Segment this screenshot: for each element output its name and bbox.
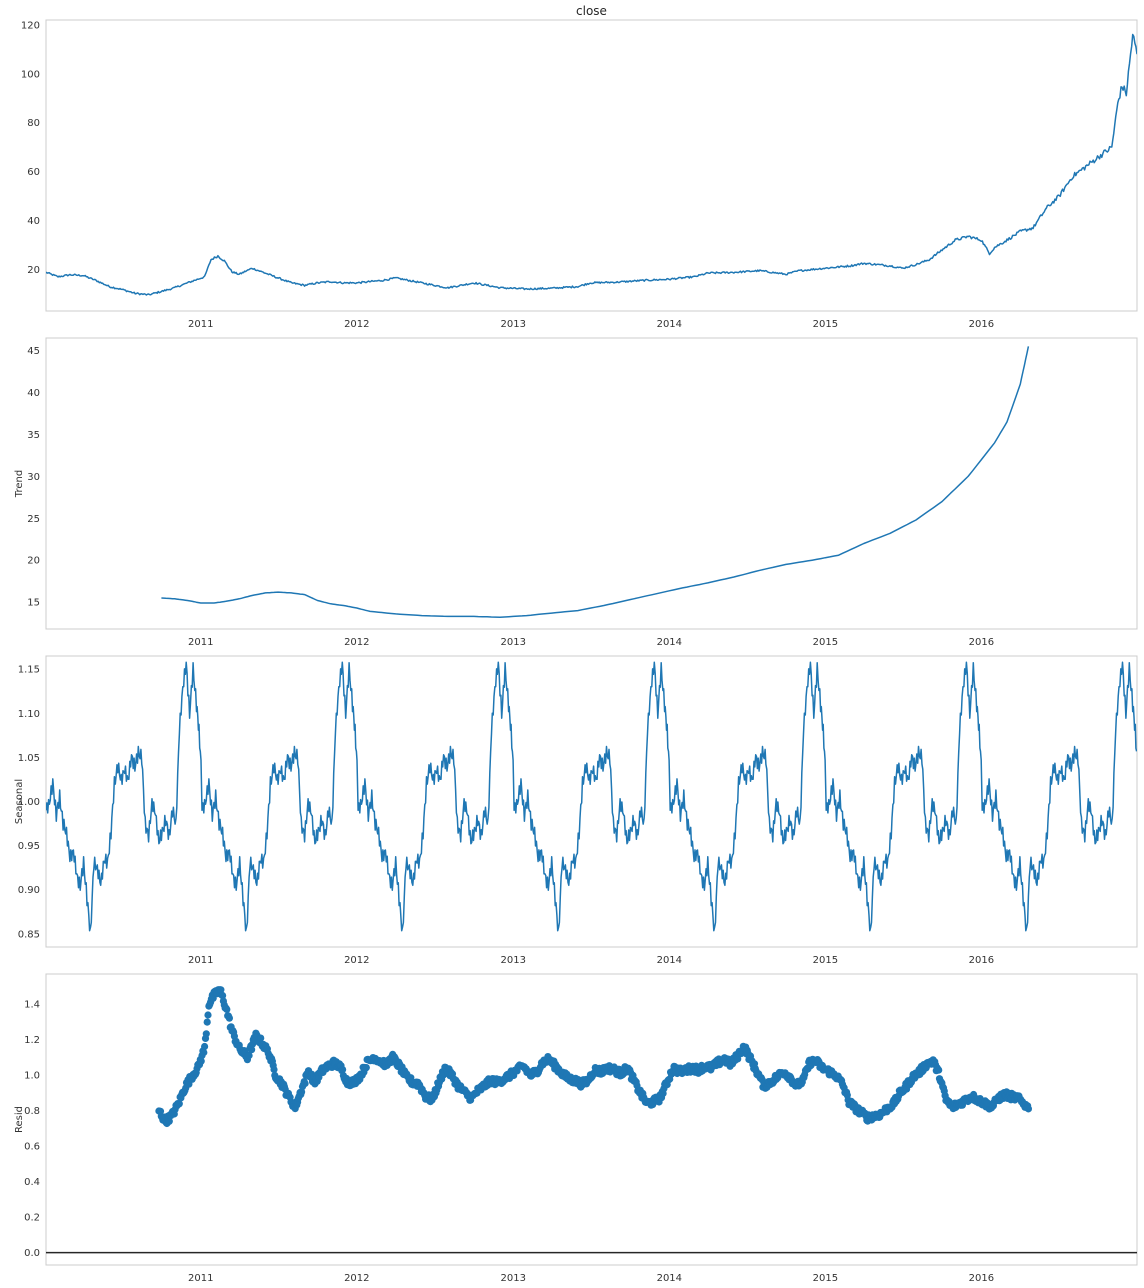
resid-point <box>165 1117 173 1125</box>
close-y-tick-label: 100 <box>21 69 40 80</box>
close-panel: close 20 40 60 80 100 120 2011 2012 2013 2014 2015 2… <box>21 4 1138 330</box>
close-series-line <box>46 33 1137 296</box>
seasonal-y-tick-label: 1.00 <box>18 797 40 808</box>
resid-point <box>225 1014 233 1022</box>
resid-panel: Resid 0.0 0.2 0.4 0.6 0.8 1.0 1.2 1.4 2011 2012 201… <box>14 973 1138 1284</box>
resid-point <box>203 1018 211 1026</box>
trend-panel: Trend 15 20 25 30 35 40 45 2011 2012 2013 2014 2015 2… <box>14 337 1138 648</box>
resid-point <box>362 1064 370 1072</box>
resid-x-tick-label: 2014 <box>657 1273 682 1284</box>
trend-x-tick-label: 2014 <box>657 637 682 648</box>
seasonal-plot-frame <box>45 655 1138 948</box>
close-panel-title: close <box>576 4 607 18</box>
seasonal-y-tick-label: 1.10 <box>18 709 40 720</box>
close-x-tick-label: 2012 <box>344 319 369 330</box>
seasonal-y-tick-label: 0.85 <box>18 929 40 940</box>
seasonal-series-line <box>46 661 1137 932</box>
resid-point <box>219 992 227 1000</box>
seasonal-x-tick-label: 2015 <box>813 955 838 966</box>
trend-x-tick-label: 2012 <box>344 637 369 648</box>
resid-x-tick-label: 2016 <box>969 1273 994 1284</box>
trend-x-tick-label: 2011 <box>188 637 213 648</box>
seasonal-y-tick-label: 0.95 <box>18 841 40 852</box>
resid-y-tick-label: 1.2 <box>24 1035 40 1046</box>
resid-x-tick-label: 2011 <box>188 1273 213 1284</box>
resid-point <box>202 1030 210 1038</box>
resid-point <box>245 1051 253 1060</box>
seasonal-y-tick-label: 0.90 <box>18 885 40 896</box>
resid-x-tick-label: 2012 <box>344 1273 369 1284</box>
close-y-tick-label: 40 <box>27 216 40 227</box>
close-y-tick-label: 60 <box>27 167 40 178</box>
trend-x-tick-label: 2015 <box>813 637 838 648</box>
resid-y-tick-label: 0.4 <box>24 1177 40 1188</box>
resid-plot-frame <box>45 973 1138 1266</box>
close-x-tick-label: 2011 <box>188 319 213 330</box>
resid-point <box>298 1088 306 1096</box>
resid-point <box>270 1065 278 1074</box>
trend-series-line <box>161 346 1030 619</box>
seasonal-y-axis-label: Seasonal <box>14 779 25 824</box>
trend-y-axis-label: Trend <box>14 470 25 498</box>
resid-point <box>339 1066 347 1074</box>
resid-y-axis-label: Resid <box>14 1106 25 1133</box>
resid-points <box>155 986 1033 1128</box>
resid-point <box>175 1100 183 1108</box>
resid-y-tick-label: 1.0 <box>24 1071 40 1082</box>
trend-y-tick-label: 45 <box>27 346 40 357</box>
trend-x-tick-label: 2013 <box>501 637 526 648</box>
trend-y-tick-label: 15 <box>27 598 40 609</box>
resid-y-tick-label: 1.4 <box>24 1000 40 1011</box>
close-y-tick-label: 120 <box>21 20 40 31</box>
seasonal-x-tick-label: 2014 <box>657 955 682 966</box>
resid-point <box>734 1055 742 1063</box>
resid-point <box>257 1034 265 1042</box>
seasonal-x-tick-label: 2011 <box>188 955 213 966</box>
trend-y-tick-label: 20 <box>27 556 40 567</box>
resid-point <box>935 1066 943 1074</box>
close-plot-frame <box>45 19 1138 312</box>
resid-y-tick-label: 0.2 <box>24 1213 40 1224</box>
trend-x-tick-label: 2016 <box>969 637 994 648</box>
trend-y-tick-label: 35 <box>27 430 40 441</box>
resid-y-tick-label: 0.0 <box>24 1248 40 1259</box>
seasonal-x-tick-label: 2013 <box>501 955 526 966</box>
resid-x-tick-label: 2015 <box>813 1273 838 1284</box>
trend-y-tick-label: 30 <box>27 472 40 483</box>
trend-y-tick-label: 25 <box>27 514 40 525</box>
resid-x-tick-label: 2013 <box>501 1273 526 1284</box>
resid-point <box>223 1005 231 1014</box>
resid-point <box>197 1057 205 1065</box>
resid-y-tick-label: 0.6 <box>24 1142 40 1153</box>
close-y-tick-label: 80 <box>27 118 40 129</box>
close-x-tick-label: 2013 <box>501 319 526 330</box>
seasonal-y-tick-label: 1.15 <box>18 665 40 676</box>
seasonal-y-tick-label: 1.05 <box>18 753 40 764</box>
close-y-tick-label: 20 <box>27 265 40 276</box>
resid-point <box>200 1048 208 1057</box>
resid-point <box>1024 1105 1033 1113</box>
resid-point <box>204 1011 212 1019</box>
resid-y-tick-label: 0.8 <box>24 1106 40 1117</box>
trend-y-tick-label: 40 <box>27 388 40 399</box>
seasonal-x-tick-label: 2012 <box>344 955 369 966</box>
close-x-tick-label: 2016 <box>969 319 994 330</box>
close-x-tick-label: 2015 <box>813 319 838 330</box>
resid-point <box>248 1046 256 1054</box>
seasonal-x-tick-label: 2016 <box>969 955 994 966</box>
seasonal-panel: Seasonal 0.85 0.90 0.95 1.00 1.05 1.10 1.15 2011… <box>14 655 1138 966</box>
resid-point <box>201 1042 209 1051</box>
close-x-tick-label: 2014 <box>657 319 682 330</box>
resid-point <box>301 1079 309 1088</box>
trend-plot-frame <box>45 337 1138 630</box>
